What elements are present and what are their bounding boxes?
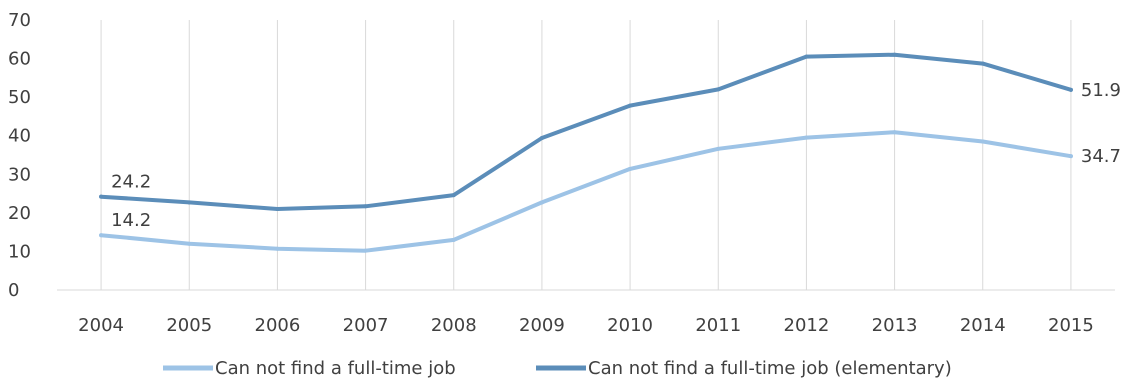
series-1-point (980, 139, 985, 144)
legend-label-1: Can not find a full-time job (215, 358, 456, 379)
x-tick-label: 2010 (607, 315, 653, 336)
axis-layer: 0 10 20 30 40 50 60 70 2004 2005 2006 2007 2008 2009 2… (8, 10, 1115, 336)
x-tick-label: 2012 (784, 315, 830, 336)
y-tick-label: 0 (8, 280, 19, 301)
series-1-point (99, 233, 104, 238)
y-tick-label: 60 (8, 49, 31, 70)
series-1-point (275, 246, 280, 251)
y-tick-label: 30 (8, 164, 31, 185)
series-1-point (451, 237, 456, 242)
series-2-point (99, 194, 104, 199)
series-1-point (804, 135, 809, 140)
y-tick-label: 20 (8, 203, 31, 224)
x-tick-label: 2009 (519, 315, 565, 336)
x-tick-label: 2007 (343, 315, 389, 336)
y-tick-label: 40 (8, 126, 31, 147)
x-tick-label: 2008 (431, 315, 477, 336)
series-1-point (892, 130, 897, 135)
x-tick-label: 2006 (255, 315, 301, 336)
series-2-point (451, 193, 456, 198)
y-tick-label: 50 (8, 87, 31, 108)
data-label: 14.2 (111, 210, 151, 231)
x-tick-label: 2011 (695, 315, 741, 336)
data-label: 34.7 (1081, 146, 1121, 167)
series-2-point (275, 207, 280, 211)
legend-label-2: Can not find a full-time job (elementary… (588, 358, 952, 379)
data-label: 24.2 (111, 172, 151, 193)
x-tick-label: 2004 (78, 315, 124, 336)
series-1-point (628, 166, 633, 171)
series-1-point (539, 200, 544, 205)
series-2-point (716, 87, 721, 92)
series-line-2 (99, 52, 1073, 211)
series-2-point (363, 204, 368, 209)
series-1-point (1068, 154, 1073, 159)
series-2-point (1068, 87, 1073, 92)
series-2-point (980, 61, 985, 66)
x-tick-label: 2014 (960, 315, 1006, 336)
x-tick-label: 2015 (1048, 315, 1094, 336)
grid-layer (100, 20, 1072, 290)
series-2-point (187, 200, 192, 205)
series-1-point (716, 146, 721, 151)
series-2-point (804, 54, 809, 59)
data-label: 51.9 (1081, 80, 1121, 101)
series-2-point (539, 136, 544, 141)
series-line-1 (99, 130, 1073, 253)
series-layer (99, 52, 1073, 253)
series-1-point (187, 241, 192, 246)
y-tick-label: 10 (8, 241, 31, 262)
y-tick-label: 70 (8, 10, 31, 31)
series-1-point (363, 248, 368, 253)
x-tick-label: 2005 (166, 315, 212, 336)
x-tick-label: 2013 (872, 315, 918, 336)
legend: Can not find a full-time job Can not find… (163, 358, 952, 379)
data-label-layer: 14.2 34.7 24.2 51.9 (111, 80, 1121, 231)
series-2-point (628, 103, 633, 108)
series-2-point (892, 52, 897, 57)
